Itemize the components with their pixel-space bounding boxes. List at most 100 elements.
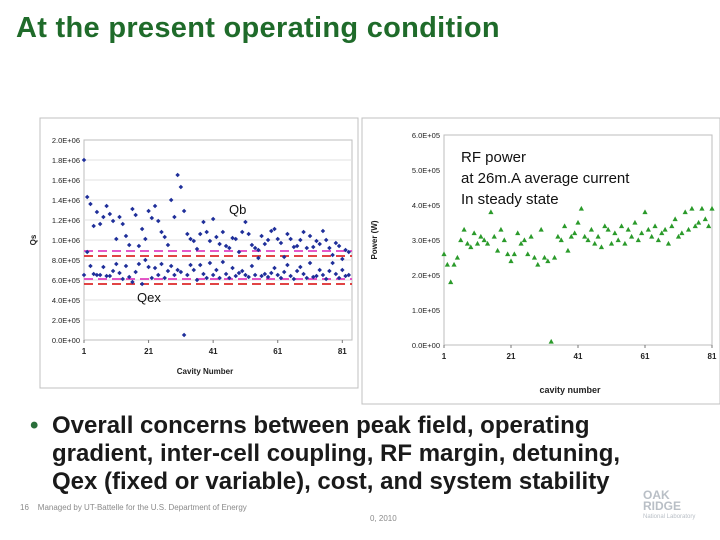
- data-point-rf-power: [635, 237, 641, 243]
- data-point-qb: [117, 214, 122, 220]
- data-point-qex: [294, 268, 300, 274]
- data-point-rf-power: [538, 226, 544, 232]
- chart-q-ylabel: Qs: [29, 234, 38, 245]
- x-tick-label: 81: [708, 352, 717, 361]
- data-point-rf-power: [451, 261, 457, 267]
- x-tick-label: 21: [144, 347, 153, 356]
- data-point-rf-power: [511, 251, 517, 257]
- y-tick-label: 1.6E+06: [52, 176, 80, 185]
- data-point-rf-power: [649, 233, 655, 239]
- x-tick-label: 61: [641, 352, 650, 361]
- data-point-qb: [330, 252, 335, 258]
- data-point-qex: [165, 268, 171, 274]
- data-point-qex: [259, 273, 264, 279]
- data-point-qb: [81, 157, 87, 163]
- data-point-rf-power: [696, 219, 702, 225]
- x-tick-label: 61: [273, 347, 282, 356]
- data-point-rf-power: [541, 254, 548, 260]
- chart-q-x-ticks: 1 21 41 61 81: [82, 340, 347, 356]
- data-point-rf-power: [562, 223, 568, 229]
- bullet-item: Overall concerns between peak field, ope…: [52, 412, 621, 495]
- data-point-rf-power: [458, 237, 464, 243]
- data-point-rf-power: [685, 226, 692, 232]
- data-point-rf-power: [568, 233, 574, 239]
- y-tick-label: 6.0E+05: [412, 131, 440, 140]
- chart-power-points: [441, 205, 715, 344]
- data-point-qex: [197, 262, 203, 268]
- chart-q-reference-lines: [84, 250, 352, 285]
- data-point-qex: [291, 276, 297, 282]
- data-point-qb: [123, 233, 129, 239]
- x-tick-label: 1: [82, 347, 87, 356]
- data-point-qex: [301, 271, 306, 277]
- x-tick-label: 21: [507, 352, 516, 361]
- chart-q-xlabel: Cavity Number: [177, 367, 233, 376]
- data-point-rf-power: [615, 237, 621, 243]
- data-point-qb: [340, 256, 345, 262]
- data-point-rf-power: [505, 251, 511, 257]
- data-point-rf-power: [642, 209, 648, 215]
- data-point-qex: [281, 269, 287, 275]
- y-tick-label: 2.0E+05: [412, 271, 440, 280]
- data-point-qex: [275, 272, 280, 278]
- data-point-qb: [84, 194, 90, 200]
- bullet-list: • Overall concerns between peak field, o…: [30, 412, 630, 496]
- data-point-qex: [288, 273, 293, 279]
- data-point-rf-power: [632, 219, 638, 225]
- data-point-rf-power: [501, 237, 507, 243]
- data-point-rf-power: [478, 233, 484, 239]
- data-point-qb: [110, 218, 116, 224]
- data-point-qex: [214, 267, 219, 273]
- footer: 16 Managed by UT-Battelle for the U.S. D…: [20, 503, 247, 512]
- data-point-qex: [181, 332, 187, 338]
- data-point-qex: [185, 272, 190, 278]
- data-point-rf-power: [692, 223, 698, 229]
- data-point-qex: [327, 268, 332, 274]
- data-point-qex: [230, 265, 235, 271]
- data-point-rf-power: [629, 233, 635, 239]
- y-tick-label: 2.0E+06: [52, 136, 80, 145]
- data-point-rf-power: [575, 219, 581, 225]
- y-tick-label: 1.0E+05: [412, 306, 440, 315]
- data-point-rf-power: [555, 233, 561, 239]
- chart-power-ylabel: Power (W): [370, 220, 379, 259]
- y-tick-label: 0.0E+00: [52, 336, 80, 345]
- data-point-rf-power: [618, 223, 625, 229]
- data-point-rf-power: [595, 233, 601, 239]
- data-point-qex: [101, 264, 106, 270]
- data-point-rf-power: [548, 338, 554, 344]
- data-point-rf-power: [444, 261, 450, 267]
- data-point-qb: [94, 209, 100, 215]
- y-tick-label: 1.4E+06: [52, 196, 80, 205]
- data-point-qb: [301, 229, 306, 235]
- data-point-rf-power: [521, 237, 527, 243]
- data-point-rf-power: [612, 230, 618, 236]
- data-point-qex: [333, 271, 339, 277]
- chart-power-y-ticks: 0.0E+00 1.0E+05 2.0E+05 3.0E+05 4.0E+05 5.0E+…: [412, 131, 440, 350]
- data-point-qex: [139, 281, 145, 287]
- chart-power-x-ticks: 1 21 41 61 81: [442, 345, 717, 361]
- data-point-rf-power: [645, 226, 651, 232]
- chart-power-panel: 0.0E+00 1.0E+05 2.0E+05 3.0E+05 4.0E+05 5.0E+…: [361, 117, 720, 405]
- bullet-marker: •: [30, 412, 39, 439]
- y-tick-label: 1.8E+06: [52, 156, 80, 165]
- data-point-qb: [304, 245, 310, 251]
- data-point-qex: [340, 267, 345, 273]
- data-point-rf-power: [508, 258, 514, 264]
- y-tick-label: 1.2E+06: [52, 216, 80, 225]
- data-point-qex: [178, 269, 184, 275]
- data-point-qex: [304, 275, 310, 281]
- data-point-qex: [210, 272, 216, 278]
- annotation-steady-state: In steady state: [461, 191, 559, 208]
- data-point-rf-power: [488, 209, 494, 215]
- data-point-rf-power: [531, 254, 538, 260]
- data-point-rf-power: [535, 261, 541, 267]
- data-point-qex: [320, 272, 326, 278]
- data-point-rf-power: [659, 230, 665, 236]
- data-point-rf-power: [454, 254, 460, 260]
- data-point-qb: [88, 201, 93, 207]
- data-point-qex: [84, 249, 90, 255]
- data-point-rf-power: [699, 205, 705, 211]
- page-number: 16: [20, 503, 29, 512]
